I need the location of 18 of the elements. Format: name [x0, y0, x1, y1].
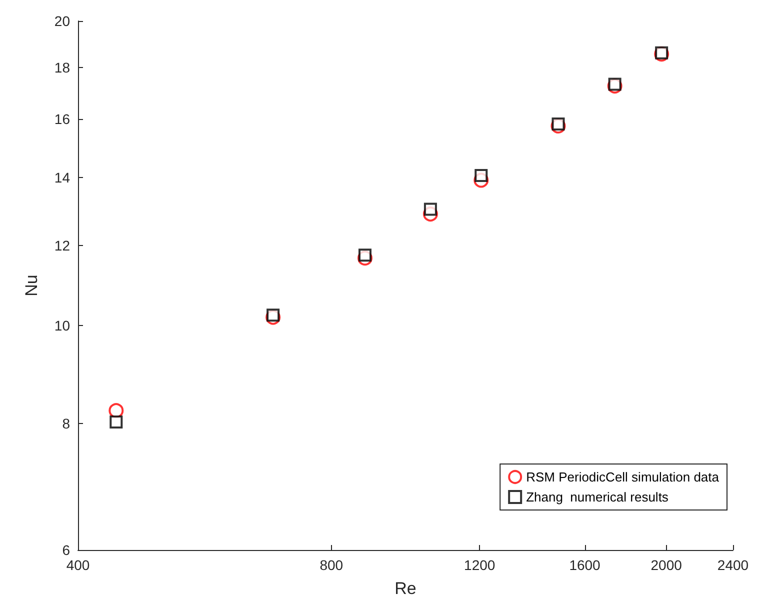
x-tick-label: 1200 — [464, 557, 496, 573]
x-tick-label: 2000 — [650, 557, 682, 573]
x-tick-label: 1600 — [569, 557, 601, 573]
x-tick-label: 800 — [320, 557, 344, 573]
legend-label: RSM PeriodicCell simulation data — [526, 470, 720, 484]
y-tick-label: 14 — [54, 170, 70, 186]
x-tick-label: 2400 — [717, 557, 749, 573]
y-tick-label: 10 — [54, 318, 70, 334]
y-tick-label: 12 — [54, 237, 70, 254]
y-tick-label: 6 — [62, 542, 70, 558]
y-tick-label: 18 — [54, 59, 70, 76]
x-tick-label: 400 — [66, 557, 90, 573]
y-axis-title: Nu — [22, 274, 41, 296]
y-tick-label: 8 — [62, 416, 70, 432]
legend-label: Zhang numerical results — [526, 490, 669, 504]
y-tick-label: 20 — [54, 13, 70, 29]
x-axis-title: Re — [394, 579, 416, 598]
y-tick-label: 16 — [54, 111, 70, 128]
